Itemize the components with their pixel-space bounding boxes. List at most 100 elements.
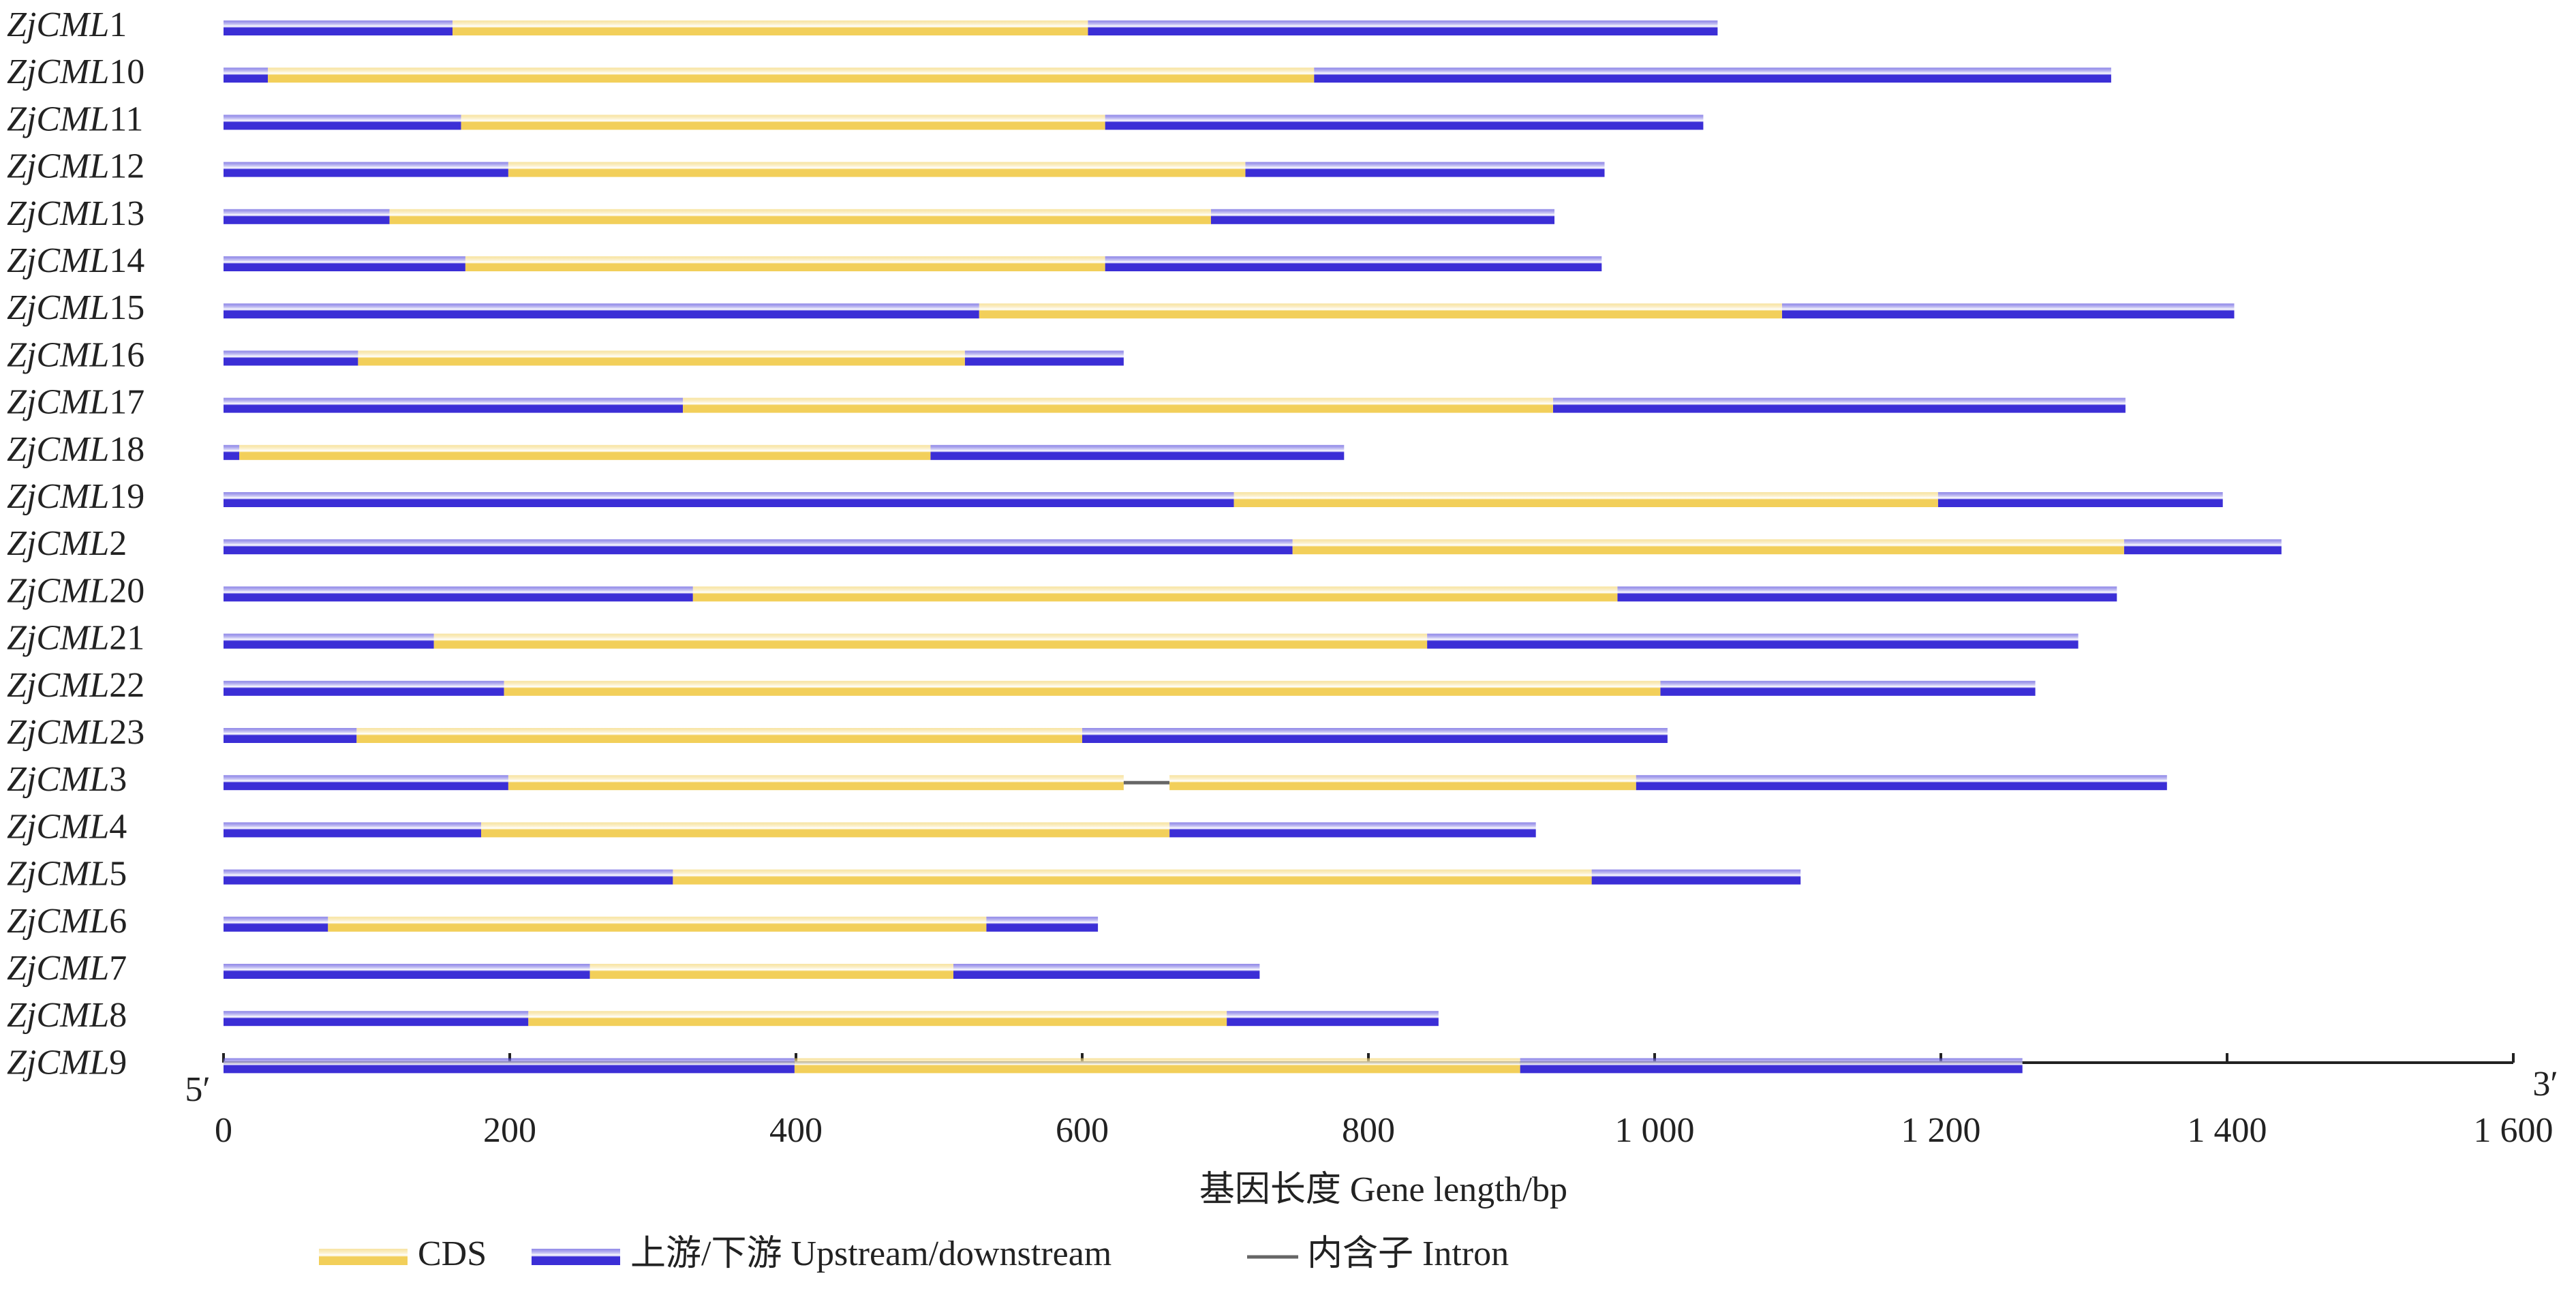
gene-label: ZjCML5: [7, 855, 127, 894]
cds: [508, 775, 1124, 791]
utr: [1314, 67, 2111, 83]
utr: [224, 680, 504, 696]
gene-label: ZjCML22: [7, 666, 144, 705]
gene-label: ZjCML6: [7, 902, 127, 941]
gene-label: ZjCML16: [7, 335, 144, 374]
cds: [453, 20, 1088, 35]
utr: [1427, 633, 2079, 649]
gene-label: ZjCML13: [7, 194, 144, 233]
legend-label: 上游/下游 Upstream/downstream: [630, 1234, 1111, 1273]
cds: [465, 256, 1105, 271]
gene-label: ZjCML14: [7, 241, 144, 280]
utr: [953, 964, 1260, 979]
utr: [224, 1011, 529, 1027]
utr: [1552, 397, 2126, 413]
utr: [1660, 680, 2036, 696]
x-tick-label: 1 000: [1615, 1111, 1695, 1150]
utr: [1082, 728, 1668, 743]
cds: [433, 633, 1428, 649]
cds: [358, 350, 965, 366]
legend-swatch: [532, 1249, 620, 1265]
cds: [389, 209, 1211, 224]
x-tick-label: 1 200: [1901, 1111, 1981, 1150]
x-tick-label: 600: [1056, 1111, 1109, 1150]
gene-label: ZjCML20: [7, 571, 144, 610]
utr: [224, 728, 357, 743]
utr: [964, 350, 1124, 366]
gene-label: ZjCML21: [7, 619, 144, 658]
x-tick-label: 200: [483, 1111, 536, 1150]
utr: [1227, 1011, 1439, 1027]
cds: [1169, 775, 1636, 791]
gene-label: ZjCML7: [7, 949, 127, 988]
legend-swatch: [319, 1249, 408, 1265]
utr: [1211, 209, 1554, 224]
legend-label: CDS: [418, 1234, 487, 1273]
utr: [1636, 775, 2167, 791]
cds: [673, 869, 1592, 885]
cds: [461, 115, 1105, 130]
gene-label: ZjCML12: [7, 147, 144, 186]
gene-label: ZjCML9: [7, 1043, 127, 1082]
cds: [328, 916, 987, 932]
utr: [224, 20, 453, 35]
utr: [1781, 303, 2235, 319]
cds: [1292, 539, 2124, 555]
gene-label: ZjCML19: [7, 477, 144, 516]
utr: [1088, 20, 1718, 35]
cds: [508, 162, 1246, 177]
legend-label: 内含子 Intron: [1307, 1234, 1509, 1273]
gene-label: ZjCML4: [7, 807, 127, 846]
gene-label: ZjCML18: [7, 430, 144, 469]
utr: [224, 256, 465, 271]
utr: [224, 350, 358, 366]
utr: [224, 67, 269, 83]
x-axis-title: 基因长度 Gene length/bp: [1199, 1170, 1567, 1209]
utr: [224, 209, 390, 224]
gene-label: ZjCML2: [7, 524, 127, 563]
start-label: 5′: [185, 1070, 210, 1109]
utr: [224, 633, 434, 649]
gene-label: ZjCML1: [7, 5, 127, 44]
utr: [224, 586, 693, 602]
end-label: 3′: [2532, 1065, 2558, 1104]
gene-label: ZjCML11: [7, 100, 143, 138]
gene-label: ZjCML23: [7, 713, 144, 752]
cds: [268, 67, 1315, 83]
cds: [979, 303, 1782, 319]
cds: [794, 1058, 1520, 1074]
gene-label: ZjCML17: [7, 383, 144, 422]
cds: [481, 822, 1170, 838]
utr: [930, 444, 1345, 460]
x-tick-label: 0: [215, 1111, 232, 1150]
utr: [224, 444, 240, 460]
utr: [224, 162, 508, 177]
utr: [1105, 115, 1704, 130]
gene-label: ZjCML10: [7, 52, 144, 91]
utr: [224, 869, 673, 885]
x-tick-label: 1 600: [2474, 1111, 2554, 1150]
x-tick-label: 1 400: [2188, 1111, 2267, 1150]
gene-label: ZjCML3: [7, 760, 127, 799]
utr: [1591, 869, 1801, 885]
cds: [1233, 492, 1938, 507]
gene-label: ZjCML15: [7, 288, 144, 327]
utr: [224, 916, 328, 932]
cds: [504, 680, 1661, 696]
cds: [356, 728, 1082, 743]
utr: [224, 397, 684, 413]
utr: [224, 822, 481, 838]
utr: [1520, 1058, 2023, 1074]
cds: [239, 444, 931, 460]
cds: [692, 586, 1618, 602]
gene-label: ZjCML8: [7, 996, 127, 1035]
utr: [224, 775, 508, 791]
utr: [224, 115, 461, 130]
utr: [1105, 256, 1602, 271]
utr: [2123, 539, 2282, 555]
utr: [1937, 492, 2223, 507]
cds: [683, 397, 1553, 413]
utr: [1245, 162, 1605, 177]
utr: [224, 492, 1234, 507]
